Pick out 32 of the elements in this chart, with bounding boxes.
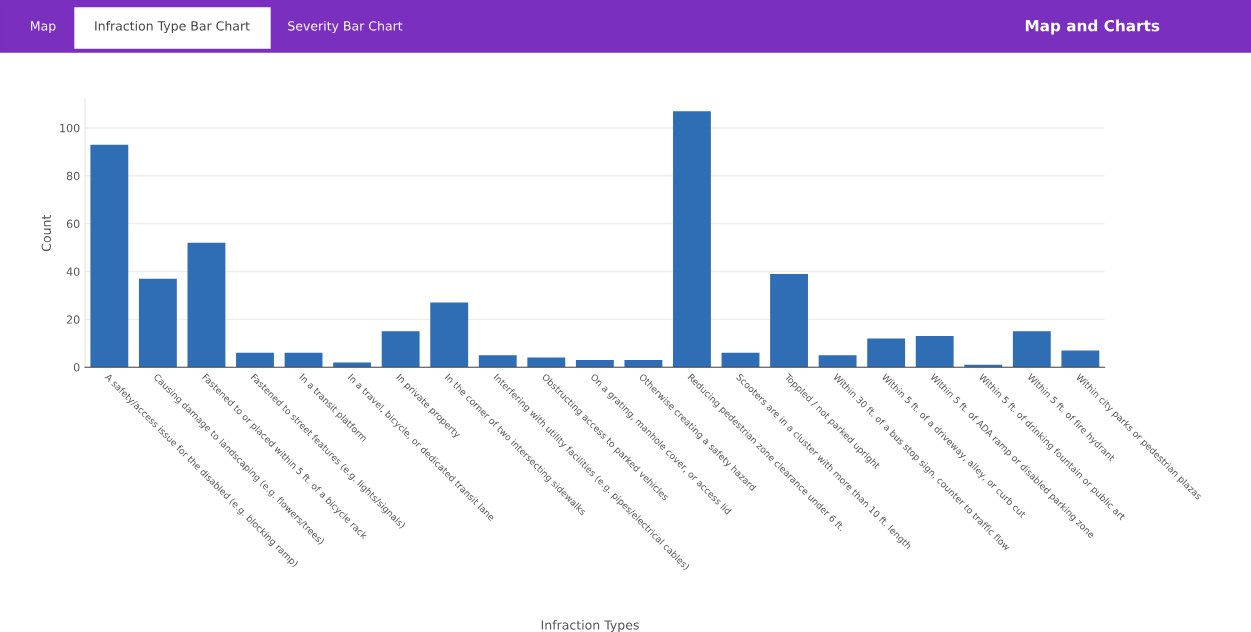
- bar: [770, 273, 808, 368]
- bar: [381, 331, 420, 368]
- y-tick-label: 0: [73, 363, 80, 372]
- bar: [673, 111, 711, 368]
- y-tick-label: 80: [66, 171, 80, 181]
- bar: [90, 144, 129, 368]
- text: Severity Bar Chart: [288, 20, 403, 34]
- y-tick-label: 100: [60, 123, 80, 133]
- bar: [1061, 350, 1100, 368]
- y-tick-label: 60: [66, 219, 80, 229]
- bar: [624, 360, 663, 368]
- y-tick-label: 40: [66, 267, 80, 276]
- y-tick-label: 20: [66, 315, 80, 324]
- bar: [818, 355, 857, 368]
- bar: [527, 357, 566, 368]
- bar: [575, 360, 614, 368]
- text: Map: [31, 21, 56, 34]
- bar: [867, 338, 906, 368]
- chart-title: Map and Charts: [1025, 19, 1160, 35]
- text: Infraction Type Bar Chart: [95, 20, 250, 34]
- bar: [915, 336, 954, 368]
- bar: [236, 352, 274, 368]
- bar: [138, 278, 177, 368]
- bar: [333, 362, 372, 368]
- x-axis-title: Infraction Types: [541, 620, 639, 632]
- bar: [284, 352, 323, 368]
- bar: [478, 355, 517, 368]
- bar: [1012, 331, 1051, 368]
- bar: [721, 352, 760, 368]
- bar: [430, 302, 469, 368]
- bar: [187, 242, 226, 368]
- y-axis-title: Count: [41, 214, 52, 252]
